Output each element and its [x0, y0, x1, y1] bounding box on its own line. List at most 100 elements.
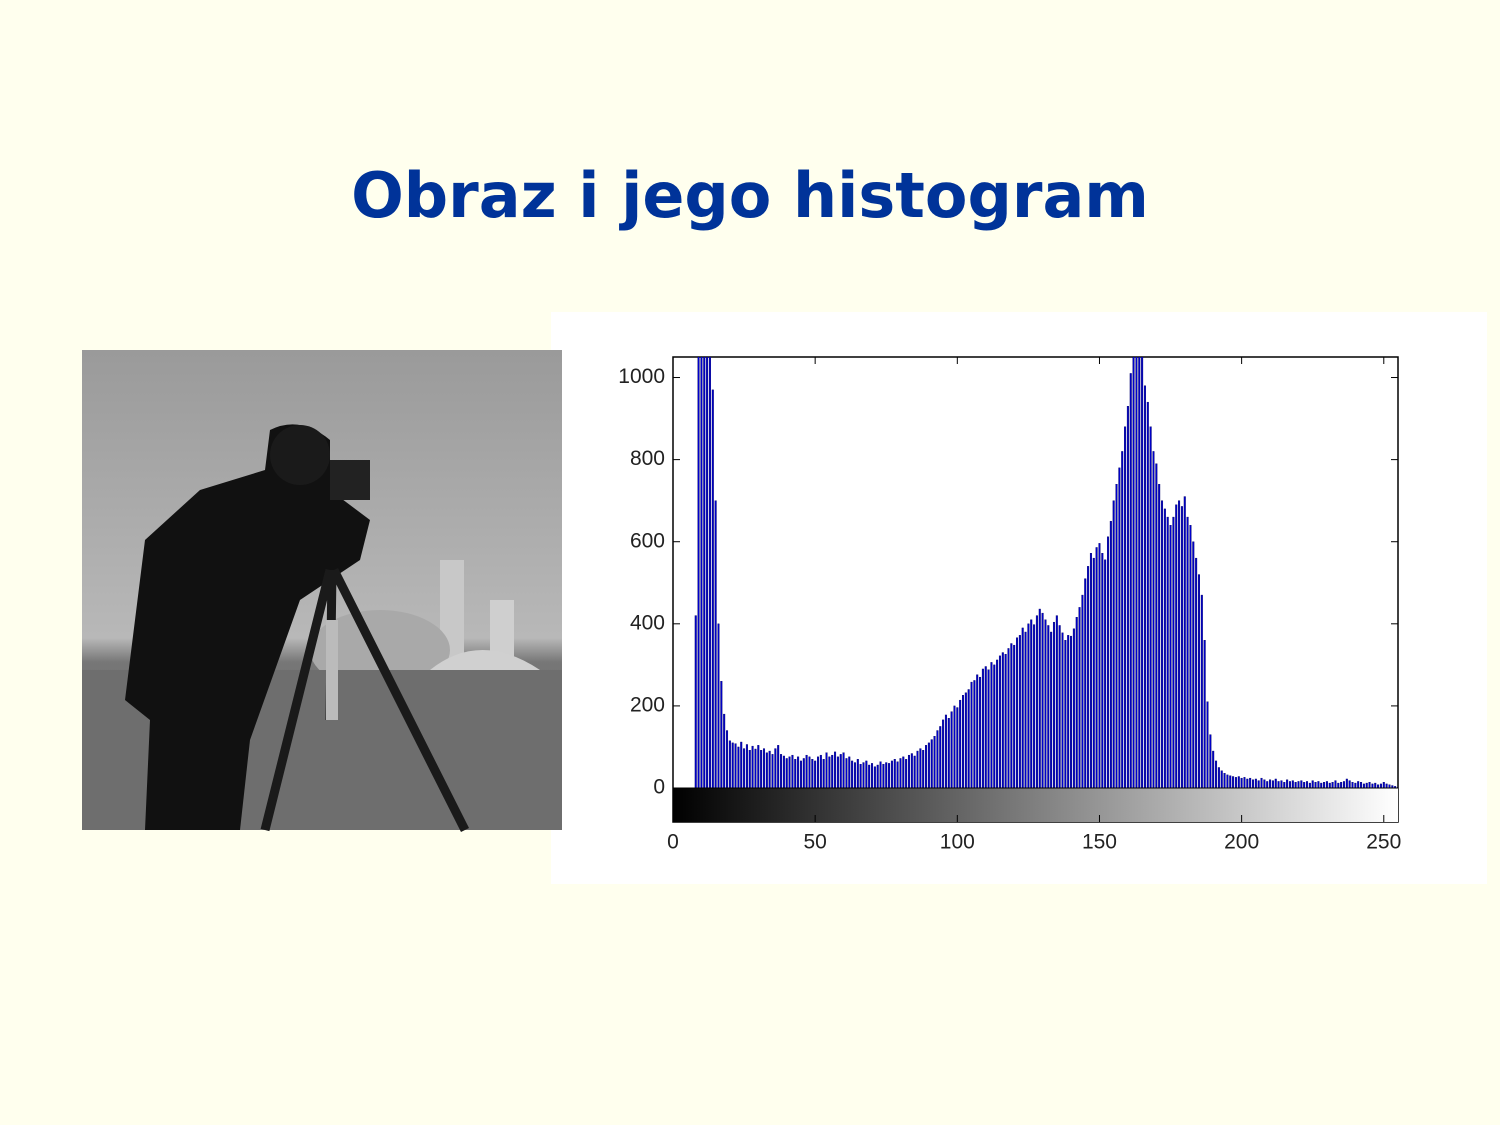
bar: [1118, 467, 1121, 788]
bar: [1362, 783, 1365, 788]
bar: [1320, 782, 1323, 788]
bar: [1146, 401, 1149, 788]
bar: [1269, 779, 1272, 788]
bar: [717, 623, 720, 788]
bar: [799, 760, 802, 788]
bar: [993, 664, 996, 788]
bar: [888, 763, 891, 788]
bar: [1033, 624, 1036, 788]
bar: [871, 763, 874, 788]
bar: [723, 713, 726, 788]
bar: [976, 674, 979, 788]
bar: [1052, 621, 1055, 788]
bar: [751, 745, 754, 788]
bar: [754, 748, 757, 788]
bar: [947, 718, 950, 788]
bar: [1186, 516, 1189, 788]
bar: [1306, 781, 1309, 788]
bar: [706, 357, 709, 788]
bar: [1212, 750, 1215, 788]
bar: [765, 752, 768, 788]
bar: [1135, 357, 1138, 788]
bar: [1237, 776, 1240, 788]
bar: [1345, 778, 1348, 788]
bar: [868, 764, 871, 788]
bar: [1280, 780, 1283, 788]
bar: [1075, 617, 1078, 788]
bar: [1163, 508, 1166, 788]
bar: [1217, 767, 1220, 788]
bar: [780, 754, 783, 788]
bar: [1240, 777, 1243, 788]
bar: [757, 745, 760, 788]
bar: [1286, 779, 1289, 788]
bar: [930, 739, 933, 788]
bar: [919, 748, 922, 788]
bar: [1050, 631, 1053, 788]
bar: [791, 754, 794, 788]
bar: [1141, 357, 1144, 788]
bar: [1007, 648, 1010, 788]
bar: [1291, 780, 1294, 788]
bar: [797, 756, 800, 788]
bar: [1001, 652, 1004, 788]
bar: [805, 754, 808, 788]
bar: [728, 740, 731, 788]
bar: [1081, 594, 1084, 788]
bar: [737, 746, 740, 788]
bar: [788, 756, 791, 788]
x-tick-label: 200: [1224, 831, 1259, 854]
bar: [1354, 782, 1357, 788]
bar: [1143, 385, 1146, 788]
bar: [762, 748, 765, 788]
bar: [1391, 785, 1394, 788]
bar: [1323, 782, 1326, 788]
bar: [1095, 547, 1098, 788]
bar: [839, 754, 842, 788]
bar: [984, 666, 987, 788]
bar: [1024, 631, 1027, 788]
bar: [731, 742, 734, 788]
bar: [808, 756, 811, 788]
bar: [1223, 773, 1226, 788]
bar: [771, 754, 774, 788]
bar: [1124, 426, 1127, 788]
bar: [1249, 777, 1252, 788]
bar: [694, 615, 697, 788]
bar: [1379, 783, 1382, 788]
bar: [1021, 627, 1024, 788]
bar: [959, 699, 962, 788]
bar: [1152, 451, 1155, 788]
bar: [1288, 781, 1291, 788]
bar: [703, 357, 706, 788]
bar: [1371, 783, 1374, 788]
bar: [1121, 451, 1124, 788]
bar: [981, 668, 984, 788]
bar: [1192, 541, 1195, 788]
bar: [1300, 780, 1303, 788]
bar: [720, 681, 723, 788]
bar: [785, 758, 788, 788]
bar: [1089, 553, 1092, 788]
bar: [879, 761, 882, 788]
bar: [925, 745, 928, 788]
bar: [1374, 782, 1377, 788]
y-tick-label: 800: [630, 447, 665, 470]
bar: [845, 758, 848, 788]
bar: [697, 357, 700, 788]
bar: [1175, 504, 1178, 788]
bar: [856, 759, 859, 788]
bar: [944, 714, 947, 788]
bar: [1067, 635, 1070, 788]
x-tick-label: 250: [1366, 831, 1401, 854]
bar: [1055, 615, 1058, 788]
bar: [1183, 496, 1186, 788]
bar: [1027, 623, 1030, 788]
x-tick-label: 100: [940, 831, 975, 854]
plot-area: [672, 356, 1399, 823]
bar: [1243, 777, 1246, 788]
bar: [979, 676, 982, 788]
bar: [1104, 559, 1107, 788]
bar: [726, 730, 729, 788]
